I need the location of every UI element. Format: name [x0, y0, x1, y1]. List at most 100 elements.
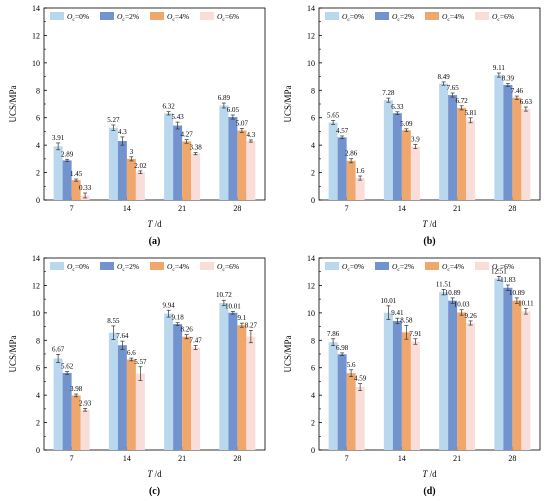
- data-label: 3: [130, 148, 134, 156]
- legend: Oc=0% Oc=2% Oc=4% Oc=6%: [50, 12, 239, 23]
- y-tick-label: 10: [307, 309, 315, 318]
- data-label: 6.67: [52, 345, 65, 353]
- data-label: 5.62: [61, 363, 74, 371]
- legend-label: Oc=6%: [492, 262, 514, 273]
- panel-c: 0 2 4 6 8 10 12 14 UCS/MPa 7 6.67 5.62 3.98 2.93 14 8.5…: [0, 250, 275, 500]
- bar: [173, 324, 183, 450]
- bar: [494, 75, 504, 200]
- data-label: 7.46: [511, 87, 524, 95]
- y-tick-label: 2: [36, 419, 40, 428]
- bar: [108, 127, 118, 200]
- bar: [466, 323, 476, 450]
- data-label: 8.26: [181, 326, 194, 334]
- data-label: 3.9: [411, 135, 420, 143]
- bar: [108, 332, 118, 450]
- bar: [383, 100, 393, 200]
- bar: [246, 141, 256, 200]
- data-label: 10.03: [454, 301, 470, 309]
- legend-swatch: [325, 12, 339, 20]
- data-label: 4.27: [181, 131, 194, 139]
- legend-label: Oc=2%: [117, 12, 139, 23]
- bar: [228, 312, 238, 450]
- data-label: 1.45: [70, 170, 83, 178]
- data-label: 10.72: [216, 291, 232, 299]
- x-axis-label: T /d: [147, 219, 162, 229]
- data-label: 2.89: [61, 150, 74, 158]
- legend-swatch: [150, 262, 164, 270]
- chart-b: 0 2 4 6 8 10 12 14 UCS/MPa 7 5.65 4.57 2.86 1.6 14 7.28…: [283, 4, 541, 247]
- bar: [337, 354, 347, 450]
- y-tick-label: 12: [307, 31, 315, 40]
- bar: [401, 332, 411, 450]
- bar: [457, 107, 467, 200]
- legend-label: Oc=0%: [67, 12, 89, 23]
- data-label: 8.49: [438, 73, 451, 81]
- y-tick-label: 14: [32, 254, 40, 263]
- data-label: 5.09: [400, 120, 413, 128]
- x-tick-label: 14: [398, 204, 406, 213]
- bar: [503, 287, 513, 450]
- y-tick-label: 6: [311, 114, 315, 123]
- bar: [164, 113, 174, 200]
- bar: [439, 83, 449, 200]
- x-axis-label: T /d: [422, 469, 437, 479]
- data-label: 1.6: [356, 167, 365, 175]
- data-label: 7.47: [190, 336, 203, 344]
- data-label: 4.59: [354, 375, 367, 383]
- y-tick-label: 4: [311, 141, 315, 150]
- plot-area: 0 2 4 6 8 10 12 14 UCS/MPa 7 3.91 2.89 1.45 0.33 14 5.2…: [8, 4, 266, 247]
- legend-swatch: [50, 262, 64, 270]
- data-label: 6.89: [218, 94, 231, 102]
- data-label: 5.57: [134, 358, 147, 366]
- legend-swatch: [375, 262, 389, 270]
- data-label: 10.01: [381, 297, 397, 305]
- bar: [410, 341, 420, 450]
- plot-area: 0 2 4 6 8 10 12 14 UCS/MPa 7 5.65 4.57 2.86 1.6 14 7.28…: [283, 4, 541, 247]
- data-label: 10.11: [518, 300, 534, 308]
- bar: [512, 97, 522, 200]
- bar: [219, 105, 229, 200]
- bar: [355, 178, 365, 200]
- data-label: 4.3: [247, 131, 256, 139]
- data-label: 7.86: [327, 330, 340, 338]
- legend-label: Oc=6%: [217, 262, 239, 273]
- bar: [521, 311, 531, 450]
- x-tick-label: 14: [123, 204, 131, 213]
- legend-label: Oc=2%: [392, 12, 414, 23]
- data-label: 9.94: [163, 301, 176, 309]
- x-axis-label: T /d: [147, 469, 162, 479]
- bar: [466, 120, 476, 200]
- x-tick-label: 14: [123, 454, 131, 463]
- bar: [173, 125, 183, 200]
- data-label: 5.6: [347, 361, 356, 369]
- y-axis-label: UCS/MPa: [283, 335, 293, 372]
- data-label: 7.28: [382, 89, 395, 97]
- bar: [71, 180, 81, 200]
- bar: [494, 278, 504, 450]
- x-axis-label: T /d: [422, 219, 437, 229]
- legend-label: Oc=6%: [492, 12, 514, 23]
- y-tick-label: 10: [307, 59, 315, 68]
- data-label: 9.1: [238, 314, 247, 322]
- bar: [135, 373, 145, 450]
- y-tick-label: 4: [311, 391, 315, 400]
- x-tick-label: 21: [178, 204, 186, 213]
- data-label: 8.39: [502, 75, 515, 83]
- data-label: 11.83: [500, 276, 516, 284]
- y-tick-label: 14: [32, 4, 40, 13]
- data-label: 2.02: [134, 162, 147, 170]
- data-label: 3.38: [190, 144, 203, 152]
- data-label: 12.51: [491, 267, 507, 275]
- y-tick-label: 12: [307, 281, 315, 290]
- x-tick-label: 7: [70, 204, 74, 213]
- data-label: 6.98: [336, 344, 349, 352]
- bar: [117, 141, 127, 200]
- bar: [164, 313, 174, 450]
- legend: Oc=0% Oc=2% Oc=4% Oc=6%: [325, 12, 514, 23]
- legend: Oc=0% Oc=2% Oc=4% Oc=6%: [50, 262, 239, 273]
- data-label: 4.3: [118, 128, 127, 136]
- chart-c: 0 2 4 6 8 10 12 14 UCS/MPa 7 6.67 5.62 3.98 2.93 14 8.5…: [8, 254, 266, 497]
- panel-label: (a): [149, 236, 161, 247]
- x-tick-label: 7: [345, 204, 349, 213]
